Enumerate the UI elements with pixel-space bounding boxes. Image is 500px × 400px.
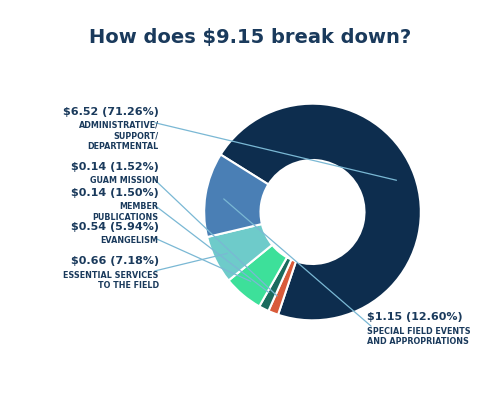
Text: $0.66 (7.18%): $0.66 (7.18%) — [70, 256, 158, 266]
Text: $0.14 (1.52%): $0.14 (1.52%) — [71, 162, 158, 172]
Text: ADMINISTRATIVE/
SUPPORT/
DEPARTMENTAL: ADMINISTRATIVE/ SUPPORT/ DEPARTMENTAL — [78, 121, 158, 151]
Text: $6.52 (71.26%): $6.52 (71.26%) — [63, 107, 158, 117]
Text: How does $9.15 break down?: How does $9.15 break down? — [89, 28, 411, 47]
Wedge shape — [228, 245, 287, 306]
Text: SPECIAL FIELD EVENTS
AND APPROPRIATIONS: SPECIAL FIELD EVENTS AND APPROPRIATIONS — [366, 327, 470, 346]
Wedge shape — [204, 154, 268, 237]
Text: $1.15 (12.60%): $1.15 (12.60%) — [366, 312, 462, 322]
Wedge shape — [268, 260, 296, 315]
Text: ESSENTIAL SERVICES
TO THE FIELD: ESSENTIAL SERVICES TO THE FIELD — [64, 270, 158, 290]
Text: MEMBER
PUBLICATIONS: MEMBER PUBLICATIONS — [92, 202, 158, 222]
Wedge shape — [207, 224, 272, 280]
Text: EVANGELISM: EVANGELISM — [100, 236, 158, 245]
Text: GUAM MISSION: GUAM MISSION — [90, 176, 158, 185]
Wedge shape — [260, 257, 292, 311]
Text: $0.54 (5.94%): $0.54 (5.94%) — [70, 222, 158, 232]
Wedge shape — [220, 104, 421, 320]
Text: $0.14 (1.50%): $0.14 (1.50%) — [71, 188, 158, 198]
